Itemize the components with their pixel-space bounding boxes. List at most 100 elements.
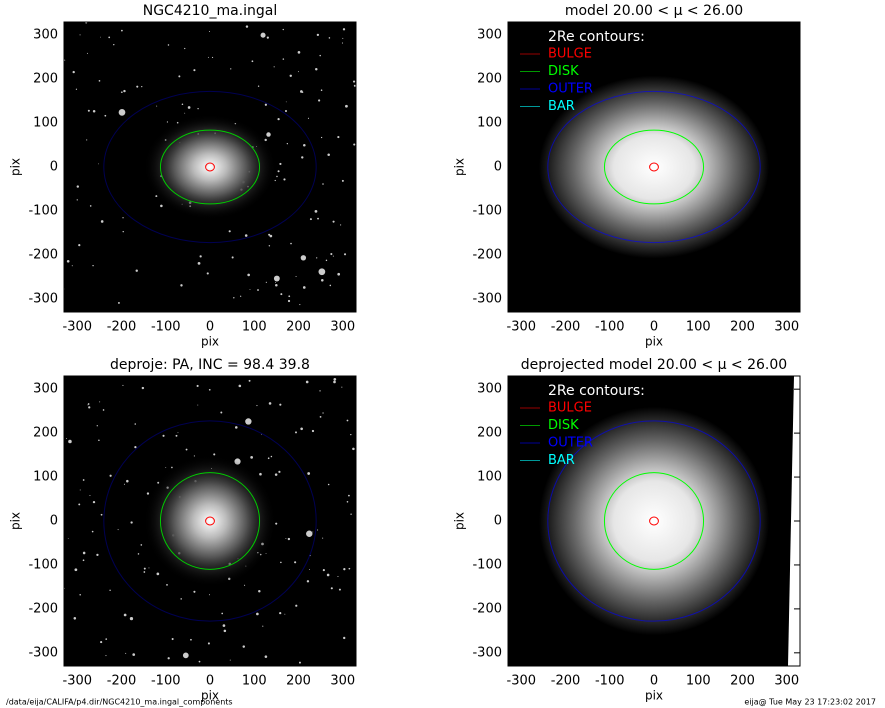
x-tick-label: 200 xyxy=(286,674,311,689)
star xyxy=(258,589,261,593)
star xyxy=(109,474,112,477)
star xyxy=(76,185,79,188)
legend-entry: BULGE xyxy=(548,47,592,62)
star xyxy=(211,56,214,59)
panel-title: deproje: PA, INC = 98.4 39.8 xyxy=(110,357,310,373)
y-tick-label: 200 xyxy=(477,72,502,87)
x-tick-label: 200 xyxy=(730,674,755,689)
star xyxy=(68,439,72,444)
star xyxy=(221,612,224,615)
star xyxy=(165,467,167,469)
y-tick-label: 300 xyxy=(477,382,502,397)
star xyxy=(143,571,146,573)
contour-disk xyxy=(159,472,261,570)
y-axis-label: pix xyxy=(9,512,23,530)
star xyxy=(207,56,209,58)
panel: deprojected model 20.00 < μ < 26.00 pix pi… xyxy=(453,357,801,703)
star xyxy=(277,118,280,121)
star xyxy=(257,85,260,87)
star xyxy=(91,530,94,533)
star xyxy=(100,220,104,223)
star xyxy=(341,386,343,388)
x-tick-label: -300 xyxy=(63,320,93,335)
star xyxy=(326,573,330,577)
star xyxy=(284,110,288,113)
star xyxy=(238,384,242,388)
star xyxy=(126,479,129,483)
star xyxy=(264,103,267,106)
star xyxy=(330,587,333,590)
star xyxy=(322,537,324,539)
star xyxy=(260,32,266,38)
galaxy-model xyxy=(538,406,770,636)
y-tick-label: -200 xyxy=(28,247,58,262)
star xyxy=(71,265,73,267)
star xyxy=(268,233,271,236)
contour-outer xyxy=(547,90,761,244)
star xyxy=(207,642,210,645)
star xyxy=(264,655,268,658)
star xyxy=(132,653,136,656)
star xyxy=(270,455,273,458)
star xyxy=(180,598,182,600)
star xyxy=(99,401,101,403)
star xyxy=(122,230,124,233)
y-tick-label: 0 xyxy=(50,514,58,529)
star xyxy=(300,90,303,93)
star xyxy=(322,569,325,572)
star xyxy=(306,530,313,537)
star xyxy=(352,447,355,451)
y-axis-label: pix xyxy=(9,158,23,176)
legend-entry: BAR xyxy=(548,99,575,114)
star xyxy=(314,209,318,213)
star xyxy=(330,253,333,256)
star xyxy=(340,224,342,226)
star xyxy=(108,36,111,39)
star xyxy=(105,655,107,657)
star xyxy=(317,529,319,531)
star xyxy=(247,273,250,277)
x-tick-label: -200 xyxy=(107,674,137,689)
star xyxy=(321,278,324,282)
image xyxy=(508,376,800,666)
star xyxy=(129,616,134,621)
y-tick-label: 0 xyxy=(494,514,502,529)
star xyxy=(312,531,314,533)
star xyxy=(300,255,307,261)
star xyxy=(342,37,344,39)
y-tick-label: 200 xyxy=(33,426,58,441)
star xyxy=(269,234,273,238)
star xyxy=(353,80,356,83)
star xyxy=(89,495,91,496)
star xyxy=(337,575,339,578)
y-tick-label: 0 xyxy=(494,160,502,175)
star xyxy=(297,51,301,54)
star xyxy=(338,588,341,591)
contour-outer xyxy=(103,90,317,244)
y-tick-label: -100 xyxy=(472,203,502,218)
star xyxy=(265,281,267,283)
star xyxy=(274,282,276,283)
star xyxy=(118,109,126,116)
panel-title: deprojected model 20.00 < μ < 26.00 xyxy=(521,357,787,373)
x-tick-label: 300 xyxy=(774,320,799,335)
star xyxy=(66,259,70,263)
star xyxy=(134,423,137,425)
star xyxy=(98,163,99,165)
star xyxy=(256,612,259,616)
star xyxy=(109,589,111,592)
star xyxy=(171,638,174,641)
star xyxy=(280,293,283,296)
contour-bulge xyxy=(205,516,215,526)
star xyxy=(104,114,107,117)
star xyxy=(333,377,337,381)
star xyxy=(89,205,92,207)
star xyxy=(341,42,344,44)
galaxy-model xyxy=(538,75,770,259)
star xyxy=(341,179,344,182)
star xyxy=(96,553,99,557)
star xyxy=(309,569,310,570)
star xyxy=(251,60,254,63)
